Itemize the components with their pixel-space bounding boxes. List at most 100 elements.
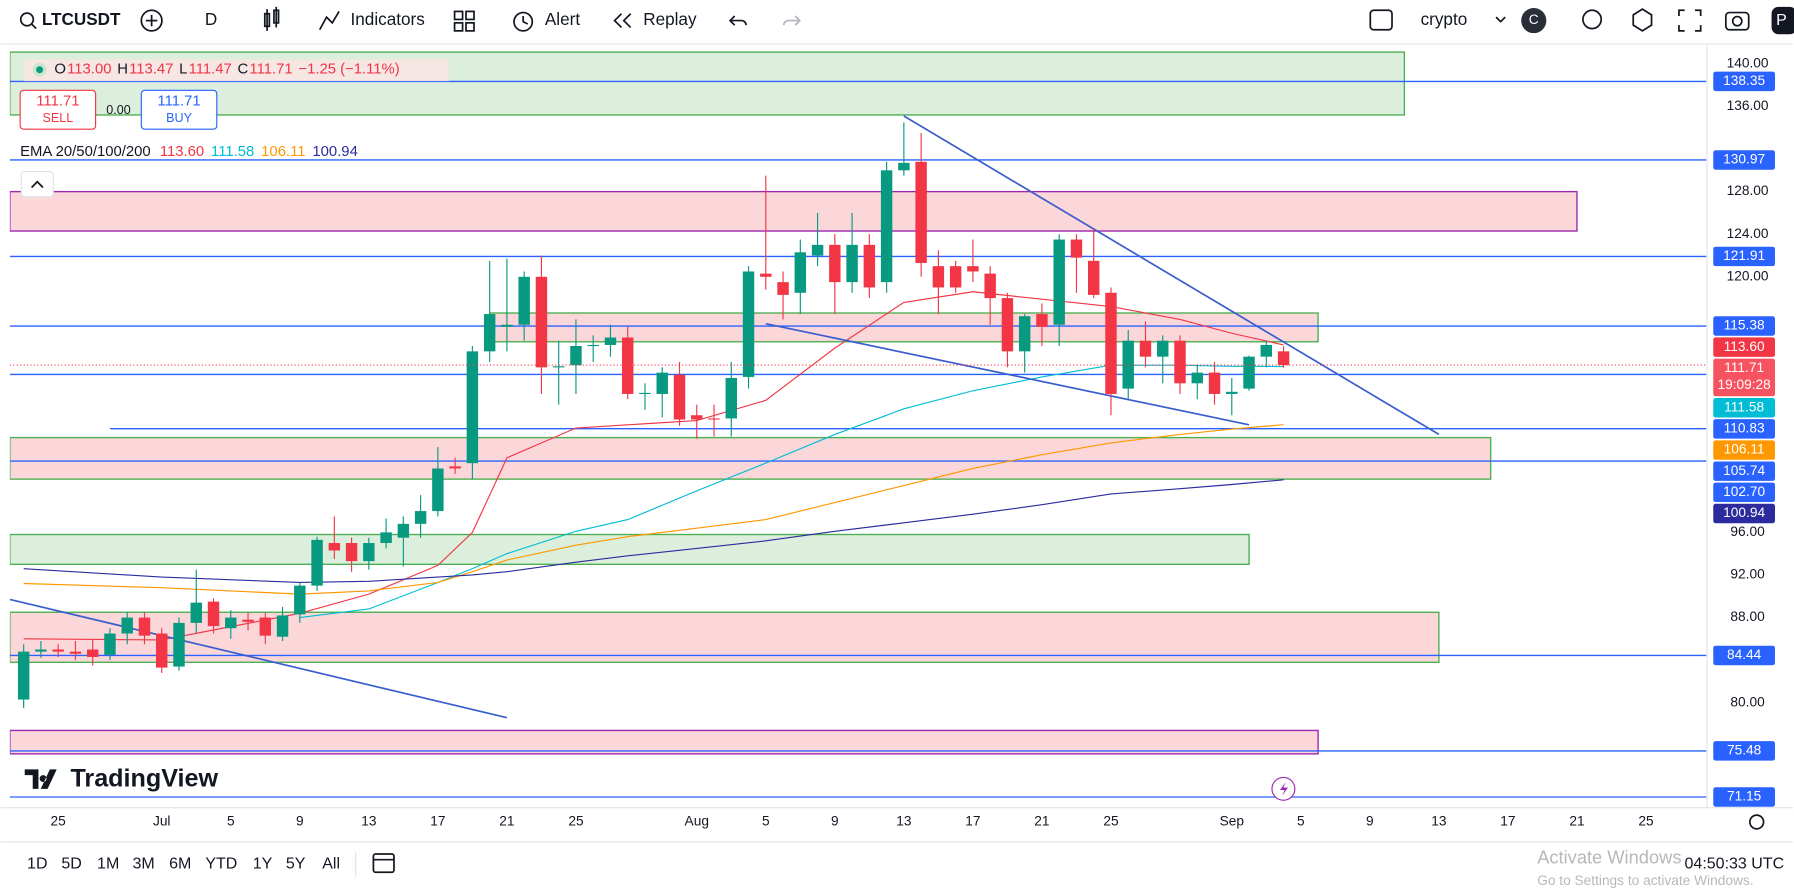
zone xyxy=(9,190,1578,232)
watermark-title: Activate Windows xyxy=(1537,846,1681,867)
screenshot[interactable] xyxy=(1724,11,1750,31)
x-tick-label: 9 xyxy=(296,814,304,829)
x-tick-label: 25 xyxy=(1638,814,1654,829)
x-tick-label: 5 xyxy=(1297,814,1305,829)
redo[interactable] xyxy=(782,15,802,26)
candle-body xyxy=(518,276,530,325)
avatar[interactable] xyxy=(1521,8,1547,34)
indicators-button[interactable]: Indicators xyxy=(351,9,425,29)
alert-button[interactable]: Alert xyxy=(545,9,580,29)
range-button[interactable]: YTD xyxy=(205,855,237,872)
price-badge xyxy=(1713,461,1775,481)
settings[interactable] xyxy=(1632,8,1653,32)
price-badge xyxy=(1713,482,1775,503)
range-button[interactable]: 3M xyxy=(132,855,154,872)
candle-body xyxy=(932,266,945,288)
replay-button[interactable]: Replay xyxy=(643,9,697,29)
candle-body xyxy=(760,273,772,277)
x-tick-label: 13 xyxy=(896,814,912,829)
symbol[interactable]: LTCUSDT xyxy=(42,9,121,29)
candle-body xyxy=(1070,239,1083,258)
candle-body xyxy=(984,273,996,299)
candle-body xyxy=(622,337,634,394)
fullscreen[interactable] xyxy=(1678,9,1702,32)
range-button[interactable]: All xyxy=(322,855,340,872)
templates-icon[interactable] xyxy=(453,10,475,32)
range-button[interactable]: 1M xyxy=(97,855,119,872)
price-badge-label: 71.15 xyxy=(1727,789,1762,804)
candle-body xyxy=(552,366,565,368)
candle-body xyxy=(949,266,962,288)
logo-text: TradingView xyxy=(70,764,218,792)
candle-body xyxy=(52,649,64,652)
candle-body xyxy=(725,377,737,419)
goto-date[interactable] xyxy=(372,853,395,874)
range-button[interactable]: 1D xyxy=(27,855,47,872)
price-badge-label: 105.74 xyxy=(1723,463,1765,478)
candle-body xyxy=(811,244,824,256)
range-button[interactable]: 6M xyxy=(169,855,191,872)
chart-type-icon[interactable] xyxy=(263,6,280,31)
candle-body xyxy=(363,543,375,562)
replay-icon[interactable] xyxy=(613,13,623,29)
candle-body xyxy=(466,351,479,464)
axes: 140.00 136.00 128.00 124.00 120.00 96.00 92.00… xyxy=(51,55,1775,829)
undo[interactable] xyxy=(728,15,747,26)
candle-body xyxy=(294,585,306,615)
search-icon[interactable] xyxy=(19,12,35,27)
buy-label: BUY xyxy=(166,111,192,125)
price-badge-label: 113.60 xyxy=(1724,339,1765,354)
y-tick-label: 80.00 xyxy=(1730,694,1765,709)
trend-line xyxy=(903,115,1440,436)
candle-body xyxy=(207,601,220,627)
sell-label: SELL xyxy=(43,111,74,125)
sell-price: 111.71 xyxy=(36,94,79,110)
buy-button[interactable] xyxy=(140,89,218,130)
quick-search[interactable] xyxy=(1582,9,1603,30)
candle-body xyxy=(1226,391,1238,394)
bottom-bar: Activate Windows Go to Settings to activ… xyxy=(0,841,1794,888)
ohlc-value: 111.71 xyxy=(249,62,292,78)
ema-line xyxy=(23,424,1284,595)
candle-body xyxy=(1174,340,1186,384)
y-tick-label: 88.00 xyxy=(1730,609,1765,624)
price-badge-label: 75.48 xyxy=(1727,743,1762,758)
alert-icon[interactable] xyxy=(513,11,534,32)
layout-menu[interactable] xyxy=(1495,16,1506,23)
y-tick-label: 140.00 xyxy=(1727,55,1769,70)
sell-button[interactable] xyxy=(19,89,97,130)
y-tick-label: 124.00 xyxy=(1727,226,1769,241)
indicators-icon[interactable] xyxy=(318,10,340,31)
x-tick-label: 21 xyxy=(499,814,514,829)
collapse-button[interactable] xyxy=(20,170,54,198)
candle-body xyxy=(863,244,876,288)
candle-body xyxy=(604,337,617,345)
range-button[interactable]: 1Y xyxy=(253,855,273,872)
candle-body xyxy=(1053,239,1065,325)
y-tick-label: 136.00 xyxy=(1727,98,1769,113)
candle-body xyxy=(414,511,427,524)
candle-body xyxy=(535,276,548,368)
candle-body xyxy=(1018,316,1031,352)
x-tick-label: Sep xyxy=(1220,814,1245,829)
toolbar: LTCUSDT D Indicators Alert Replay crypto… xyxy=(0,6,1794,45)
interval[interactable]: D xyxy=(205,9,217,29)
range-button[interactable]: 5D xyxy=(61,855,81,872)
clock: 04:50:33 UTC xyxy=(1685,855,1785,872)
candle-body xyxy=(880,170,893,283)
price-badge xyxy=(1713,150,1775,170)
price-badge xyxy=(1713,741,1775,761)
price-badge-label: 115.38 xyxy=(1724,318,1765,333)
zone xyxy=(9,611,1440,663)
ohlc-key: C xyxy=(238,62,249,78)
range-button[interactable]: 5Y xyxy=(286,855,306,872)
ema-line xyxy=(299,364,1284,619)
candle-body xyxy=(1191,372,1203,384)
layout-name[interactable]: crypto xyxy=(1421,9,1468,29)
plot xyxy=(9,51,1707,798)
axis-settings[interactable] xyxy=(1748,814,1765,830)
layout-icon[interactable] xyxy=(1369,9,1393,31)
profile[interactable] xyxy=(1771,6,1794,35)
x-tick-label: 13 xyxy=(361,814,377,829)
add-symbol[interactable] xyxy=(140,9,163,32)
